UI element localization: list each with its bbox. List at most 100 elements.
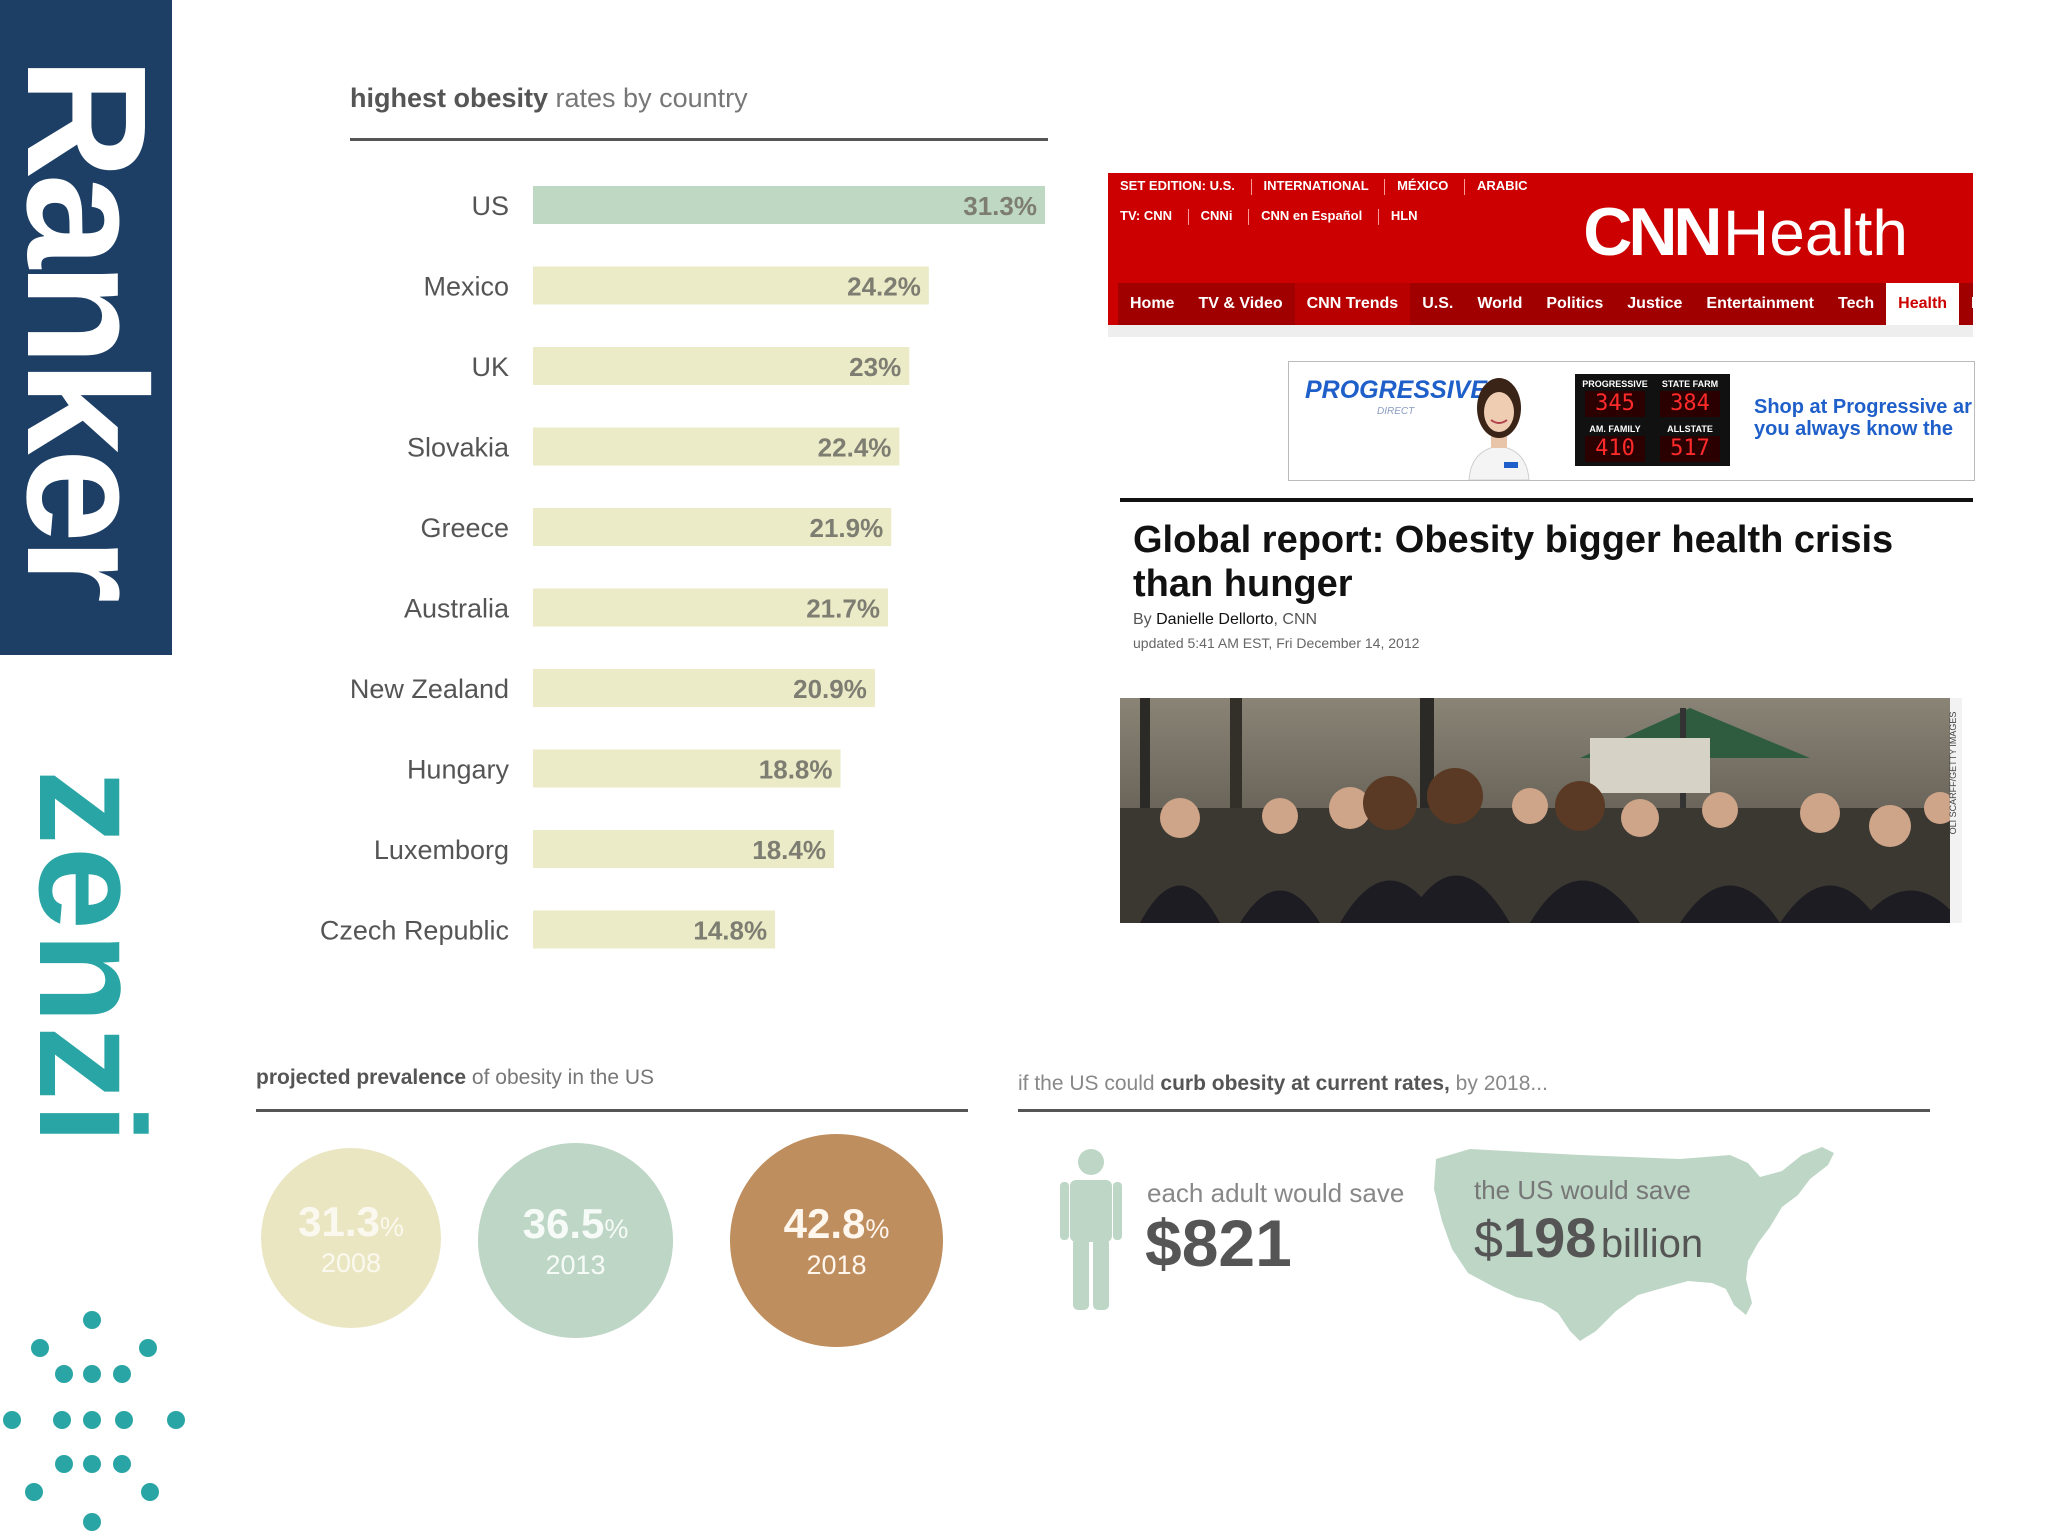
nav-tv-video[interactable]: TV & Video <box>1198 295 1283 312</box>
progressive-ad-banner[interactable]: PROGRESSIVE DIRECT PROGRESSIVE 345 STATE… <box>1288 361 1975 481</box>
value-label-greece: 21.9% <box>810 513 884 543</box>
adult-savings-amount: $821 <box>1145 1206 1292 1280</box>
bar-mexico <box>533 266 929 305</box>
edition-arabic[interactable]: ARABIC <box>1477 178 1528 193</box>
headline-divider <box>1120 498 1973 502</box>
us-savings-value: 198 <box>1502 1206 1597 1269</box>
price-board-state-farm: STATE FARM 384 <box>1660 379 1720 417</box>
bar-greece <box>533 508 892 546</box>
savings-divider <box>1018 1109 1930 1112</box>
cnn-header: SET EDITION: U.S. INTERNATIONAL MÉXICO A… <box>1108 173 1999 325</box>
category-label-greece: Greece <box>420 513 509 543</box>
prevalence-value-2013: 36.5% <box>522 1200 629 1247</box>
nav-world[interactable]: World <box>1477 295 1523 312</box>
prevalence-circle-2008: 31.3% 2008 <box>261 1148 441 1328</box>
value-label-slovakia: 22.4% <box>818 433 892 463</box>
savings-title-bold: curb obesity at current rates, <box>1160 1072 1450 1095</box>
article-byline: By Danielle Dellorto, CNN <box>1133 611 1318 628</box>
prevalence-year-2013: 2013 <box>545 1250 606 1280</box>
cnn-nav-bar: Home TV & Video CNN Trends U.S. World Po… <box>1118 283 1999 325</box>
ad-copy: Shop at Progressive ar you always know t… <box>1754 396 1972 440</box>
ad-copy-line-2: you always know the <box>1754 418 1953 440</box>
chart-title-rest: rates by country <box>548 83 748 113</box>
ad-spokesperson-image <box>1468 378 1530 480</box>
category-label-slovakia: Slovakia <box>407 433 510 463</box>
prevalence-year-2018: 2018 <box>806 1250 867 1280</box>
tv-cnni[interactable]: CNNi <box>1200 208 1233 223</box>
price-board-progressive: PROGRESSIVE 345 <box>1582 379 1648 417</box>
progressive-logo-sub: DIRECT <box>1377 406 1415 417</box>
us-savings-unit: billion <box>1600 1222 1704 1266</box>
nav-health[interactable]: Health <box>1886 283 1960 325</box>
category-label-czech-republic: Czech Republic <box>320 916 509 946</box>
ranker-logo-panel: Ranker <box>0 0 172 655</box>
article-timestamp: updated 5:41 AM EST, Fri December 14, 20… <box>1133 635 1420 651</box>
nav-entertainment[interactable]: Entertainment <box>1706 295 1814 312</box>
value-label-mexico: 24.2% <box>847 272 921 302</box>
value-label-new-zealand: 20.9% <box>793 674 867 704</box>
article-headline: Global report: Obesity bigger health cri… <box>1133 519 1894 605</box>
us-savings-amount: $198 billion <box>1474 1206 1704 1269</box>
bar-czech-republic <box>533 910 776 949</box>
bar-uk <box>533 347 910 385</box>
tv-hln[interactable]: HLN <box>1390 208 1418 223</box>
value-label-czech-republic: 14.8% <box>693 916 767 946</box>
tv-label: TV: <box>1120 208 1141 223</box>
price-board-allstate: ALLSTATE 517 <box>1654 422 1726 464</box>
edition-international[interactable]: INTERNATIONAL <box>1263 178 1369 193</box>
bar-new-zealand <box>533 669 875 707</box>
health-logo-text: Health <box>1723 197 1908 269</box>
nav-justice[interactable]: Justice <box>1627 295 1683 312</box>
nav-home[interactable]: Home <box>1130 295 1175 312</box>
prevalence-value-2008: 31.3% <box>298 1197 404 1245</box>
nav-cnn-trends[interactable]: CNN Trends <box>1294 283 1411 325</box>
chart-title: highest obesity rates by country <box>350 83 748 114</box>
zenzi-dots-icon <box>3 1311 185 1531</box>
tv-bar: TV: CNN CNNi CNN en Español HLN <box>1120 208 1418 225</box>
category-label-luxemborg: Luxemborg <box>374 835 509 865</box>
bar-hungary <box>533 749 841 788</box>
byline-author[interactable]: Danielle Dellorto <box>1156 611 1274 628</box>
obesity-bar-chart: US 31.3% Mexico 24.2% UK 23% Slovakia 22.4% Gree… <box>320 186 1045 949</box>
bar-australia <box>533 588 888 627</box>
zenzi-logo: zenzi <box>8 769 176 1147</box>
tv-cnn[interactable]: CNN <box>1143 208 1173 223</box>
us-map-icon <box>1434 1147 1834 1341</box>
edition-label: SET EDITION: <box>1120 178 1206 193</box>
category-label-australia: Australia <box>404 594 510 624</box>
edition-mexico[interactable]: MÉXICO <box>1397 178 1449 193</box>
chart-title-bold: highest obesity <box>350 83 549 113</box>
value-label-hungary: 18.8% <box>759 755 833 785</box>
prevalence-title-bold: projected prevalence <box>256 1066 467 1089</box>
adult-savings-label: each adult would save <box>1147 1178 1405 1208</box>
nav-politics[interactable]: Politics <box>1546 295 1604 312</box>
category-label-uk: UK <box>471 352 509 382</box>
photo-credit-text: OLI SCARFF/GETTY IMAGES <box>1948 712 1958 835</box>
tv-cnn-espanol[interactable]: CNN en Español <box>1261 208 1363 223</box>
edition-current[interactable]: U.S. <box>1209 178 1235 193</box>
nav-living[interactable]: Livi <box>1971 295 1999 312</box>
cnn-health-logo[interactable]: CNN Health <box>1583 193 1908 271</box>
category-label-us: US <box>471 191 509 221</box>
cnn-subnav-strip <box>1108 325 1973 337</box>
nav-tech[interactable]: Tech <box>1837 295 1875 312</box>
price-board-am-family: AM. FAMILY 410 <box>1579 422 1651 464</box>
value-label-us: 31.3% <box>963 191 1037 221</box>
prevalence-value-2018: 42.8% <box>783 1200 890 1247</box>
bar-us <box>533 186 1045 224</box>
photo-credit: OLI SCARFF/GETTY IMAGES <box>1948 712 1958 835</box>
prevalence-circle-2018: 42.8% 2018 <box>730 1134 943 1347</box>
price-scoreboard: PROGRESSIVE 345 STATE FARM 384 AM. FAMIL… <box>1575 374 1730 466</box>
crowd-photo <box>1120 698 1962 923</box>
nav-us[interactable]: U.S. <box>1422 295 1454 312</box>
ranker-logo: Ranker <box>0 56 172 598</box>
cnn-article-panel: SET EDITION: U.S. INTERNATIONAL MÉXICO A… <box>1108 173 1999 923</box>
ad-copy-line-1: Shop at Progressive ar <box>1754 396 1972 418</box>
category-label-mexico: Mexico <box>423 272 509 302</box>
bar-luxemborg <box>533 830 834 868</box>
prevalence-year-2008: 2008 <box>320 1247 382 1278</box>
prevalence-title-rest: of obesity in the US <box>466 1066 655 1089</box>
savings-title: if the US could curb obesity at current … <box>1018 1072 1548 1095</box>
prevalence-title: projected prevalence of obesity in the U… <box>256 1066 654 1090</box>
person-icon <box>1060 1149 1122 1310</box>
